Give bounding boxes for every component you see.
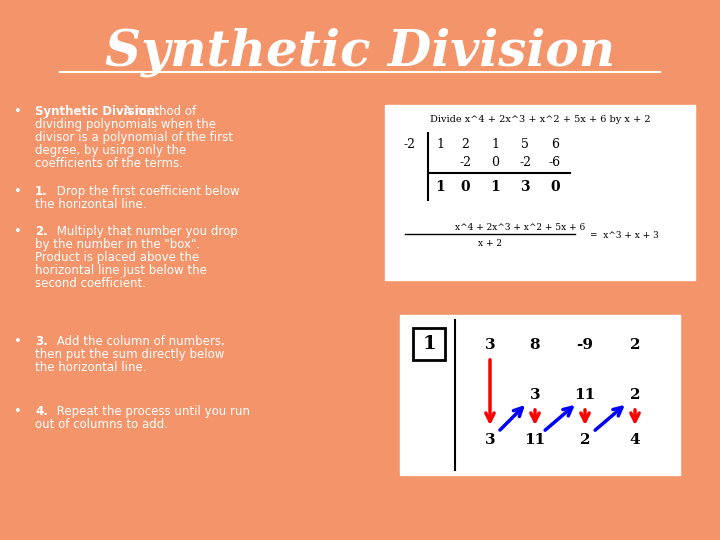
Text: -9: -9 [577, 338, 593, 352]
Text: 3: 3 [520, 180, 530, 194]
Text: out of columns to add.: out of columns to add. [35, 418, 168, 431]
Text: 11: 11 [575, 388, 595, 402]
Text: Drop the first coefficient below: Drop the first coefficient below [53, 185, 240, 198]
Text: 1: 1 [490, 180, 500, 194]
Text: •: • [14, 335, 22, 348]
Text: dividing polynomials when the: dividing polynomials when the [35, 118, 216, 131]
Text: 2: 2 [461, 138, 469, 152]
Text: coefficients of the terms.: coefficients of the terms. [35, 157, 183, 170]
Text: 2.: 2. [35, 225, 48, 238]
Text: •: • [14, 105, 22, 118]
Text: 6: 6 [551, 138, 559, 152]
Text: 3: 3 [530, 388, 540, 402]
Text: A method of: A method of [120, 105, 196, 118]
Text: -2: -2 [459, 157, 471, 170]
Text: •: • [14, 405, 22, 418]
Text: 2: 2 [630, 388, 640, 402]
Text: 1: 1 [435, 180, 445, 194]
Text: 0: 0 [491, 157, 499, 170]
Text: Repeat the process until you run: Repeat the process until you run [53, 405, 250, 418]
Text: by the number in the "box".: by the number in the "box". [35, 238, 200, 251]
Text: 0: 0 [460, 180, 470, 194]
Text: 1: 1 [491, 138, 499, 152]
Text: x + 2: x + 2 [478, 240, 502, 248]
Text: Synthetic Division:: Synthetic Division: [35, 105, 160, 118]
Text: 1: 1 [436, 138, 444, 152]
Text: x^4 + 2x^3 + x^2 + 5x + 6: x^4 + 2x^3 + x^2 + 5x + 6 [455, 222, 585, 232]
Text: Multiply that number you drop: Multiply that number you drop [53, 225, 238, 238]
Text: 4.: 4. [35, 405, 48, 418]
Text: 3: 3 [485, 433, 495, 447]
Text: then put the sum directly below: then put the sum directly below [35, 348, 225, 361]
Text: Divide x^4 + 2x^3 + x^2 + 5x + 6 by x + 2: Divide x^4 + 2x^3 + x^2 + 5x + 6 by x + … [430, 114, 650, 124]
Text: 1.: 1. [35, 185, 48, 198]
Text: -6: -6 [549, 157, 561, 170]
Text: 11: 11 [524, 433, 546, 447]
Text: 8: 8 [530, 338, 540, 352]
Text: Product is placed above the: Product is placed above the [35, 251, 199, 264]
Text: divisor is a polynomial of the first: divisor is a polynomial of the first [35, 131, 233, 144]
FancyBboxPatch shape [413, 328, 445, 360]
Text: 1: 1 [422, 335, 436, 353]
Text: 2: 2 [630, 338, 640, 352]
Text: second coefficient.: second coefficient. [35, 277, 146, 290]
Text: -2: -2 [519, 157, 531, 170]
FancyBboxPatch shape [400, 315, 680, 475]
Text: degree, by using only the: degree, by using only the [35, 144, 186, 157]
Text: 3: 3 [485, 338, 495, 352]
Text: 0: 0 [550, 180, 560, 194]
Text: 4: 4 [630, 433, 640, 447]
Text: 5: 5 [521, 138, 529, 152]
Text: •: • [14, 225, 22, 238]
Text: 2: 2 [580, 433, 590, 447]
Text: Add the column of numbers,: Add the column of numbers, [53, 335, 225, 348]
FancyBboxPatch shape [385, 105, 695, 280]
Text: •: • [14, 185, 22, 198]
Text: =  x^3 + x + 3: = x^3 + x + 3 [590, 231, 659, 240]
Text: the horizontal line.: the horizontal line. [35, 198, 146, 211]
Text: horizontal line just below the: horizontal line just below the [35, 264, 207, 277]
Text: -2: -2 [404, 138, 416, 152]
Text: Synthetic Division: Synthetic Division [105, 27, 615, 77]
Text: 3.: 3. [35, 335, 48, 348]
Text: the horizontal line.: the horizontal line. [35, 361, 146, 374]
